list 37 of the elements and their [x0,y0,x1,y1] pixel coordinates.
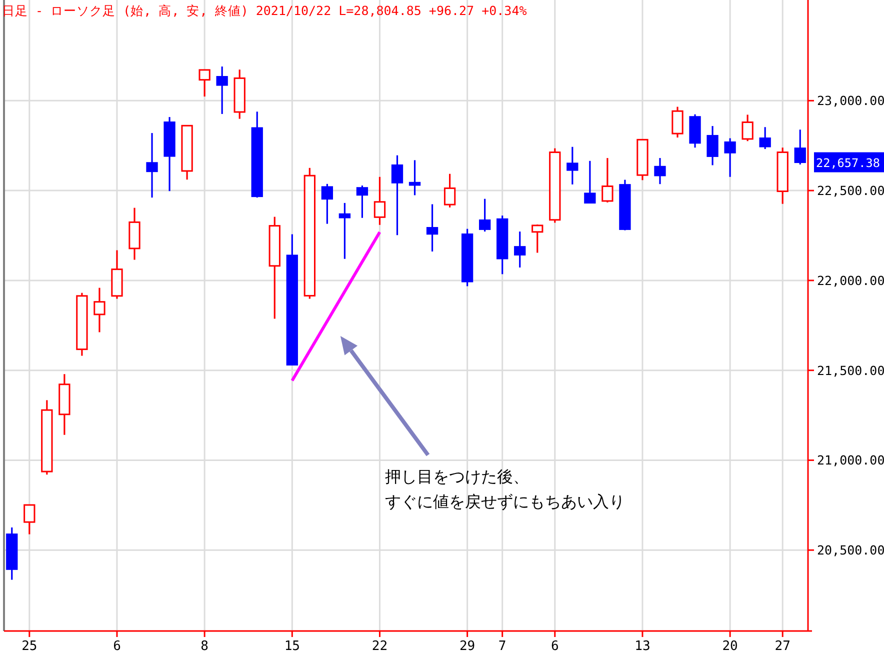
y-tick-label: 21,000.00 [817,452,884,468]
candlestick [338,202,351,260]
x-tick-label: 6 [550,639,559,654]
x-tick-label: 22 [372,639,388,654]
candlestick [146,132,158,198]
chart-title: 日足 - ローソク足 (始, 高, 安, 終値) 2021/10/22 L=28,804.85 +96.27 +0.34% [2,3,528,18]
candlestick [426,203,438,252]
candlestick [566,146,578,186]
candlestick [408,159,421,196]
candlestick [514,230,526,268]
x-tick-label: 27 [774,639,790,654]
x-tick-label: 29 [459,639,476,654]
x-tick-label: 6 [113,639,121,654]
y-tick-label: 23,000.00 [817,93,884,108]
x-tick-label: 7 [498,639,506,654]
y-tick-label: 22,500.00 [817,183,884,198]
y-tick-label: 22,000.00 [817,272,884,288]
x-tick-label: 13 [634,639,650,654]
candlestick [706,125,718,166]
x-tick-label: 25 [22,639,38,654]
candlestick [111,249,123,300]
y-tick-label: 21,500.00 [817,362,884,378]
candlestick [94,287,106,334]
x-tick-label: 20 [722,639,738,654]
annotation: 押し目をつけた後、 [385,467,529,486]
x-tick-label: 8 [200,639,208,654]
candlestick [164,116,176,192]
x-tick-label: 15 [284,639,300,654]
candlestick [216,66,228,115]
price-tag: 22,657.38 [814,152,884,172]
candlestick [128,207,140,261]
candlestick [654,157,666,185]
candlestick [391,154,404,236]
annotation: すぐに値を戻せずにもちあい入り [385,492,625,511]
candlestick [672,106,684,138]
candlestick [58,373,70,436]
y-tick-label: 20,500.00 [817,542,884,558]
